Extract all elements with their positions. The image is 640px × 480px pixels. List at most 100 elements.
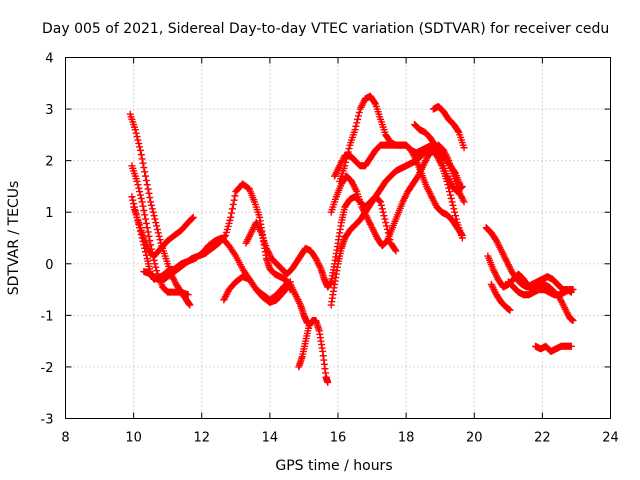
data-point <box>343 151 351 159</box>
y-tick-labels: -3 -2 -1 0 1 2 3 4 <box>41 52 54 428</box>
data-point <box>142 215 150 223</box>
data-point <box>376 197 384 205</box>
data-point <box>142 251 150 259</box>
data-point <box>227 213 235 221</box>
data-point <box>449 201 457 209</box>
data-point <box>228 209 236 217</box>
data-point <box>567 342 575 350</box>
data-point <box>136 143 144 151</box>
data-point <box>446 191 454 199</box>
data-point <box>136 146 144 154</box>
data-point <box>144 185 152 193</box>
data-point <box>377 201 385 209</box>
x-tick-label: 24 <box>602 431 619 446</box>
x-tick-label: 20 <box>466 431 483 446</box>
x-tick-label: 12 <box>193 431 210 446</box>
data-point <box>137 151 145 159</box>
data-point <box>345 145 353 153</box>
data-point <box>188 214 196 222</box>
series-prn-r <box>504 278 577 299</box>
data-point <box>343 155 351 163</box>
data-point <box>138 155 146 163</box>
data-point <box>129 196 137 204</box>
data-point <box>156 236 164 244</box>
data-point <box>229 200 237 208</box>
series-prn-s <box>532 342 575 355</box>
data-point <box>355 109 363 117</box>
data-point <box>189 213 197 221</box>
y-tick-label: 0 <box>45 258 53 273</box>
data-marks <box>126 92 577 386</box>
data-point <box>153 222 161 230</box>
data-point <box>506 306 514 314</box>
data-point <box>391 246 399 254</box>
data-point <box>380 212 388 220</box>
series-prn-l <box>336 92 466 239</box>
data-point <box>142 176 150 184</box>
data-point <box>145 232 153 240</box>
data-point <box>139 202 147 210</box>
data-point <box>392 247 400 255</box>
data-point <box>151 260 159 268</box>
data-point <box>143 224 151 232</box>
x-tick-label: 22 <box>534 431 551 446</box>
data-point <box>378 205 386 213</box>
data-point <box>344 148 352 156</box>
data-point <box>342 158 350 166</box>
data-point <box>341 162 349 170</box>
data-point <box>352 122 360 130</box>
x-tick-label: 18 <box>398 431 415 446</box>
y-axis-title: SDTVAR / TECUs <box>6 181 22 296</box>
data-point <box>452 212 460 220</box>
tick-marks <box>65 57 611 419</box>
data-point <box>147 198 155 206</box>
data-point <box>152 263 160 271</box>
series-prn-m <box>411 121 465 190</box>
data-point <box>137 194 145 202</box>
data-point <box>569 317 577 325</box>
data-point <box>148 205 156 213</box>
data-point <box>155 232 163 240</box>
data-point <box>128 193 136 201</box>
data-point <box>382 219 390 227</box>
data-point <box>377 198 385 206</box>
data-point <box>136 188 144 196</box>
data-point <box>145 189 153 197</box>
data-point <box>141 168 149 176</box>
data-point <box>152 219 160 227</box>
data-point <box>154 229 162 237</box>
data-point <box>132 129 140 137</box>
data-point <box>146 194 154 202</box>
data-point <box>228 205 236 213</box>
x-tick-label: 8 <box>61 431 69 446</box>
data-point <box>447 194 455 202</box>
data-point <box>138 198 146 206</box>
series-prn-h <box>295 317 332 386</box>
data-point <box>354 115 362 123</box>
data-point <box>140 206 148 214</box>
data-point <box>457 182 465 190</box>
data-point <box>457 230 465 238</box>
series-prn-j <box>327 141 468 250</box>
x-axis-title: GPS time / hours <box>275 458 392 474</box>
series-prn-q <box>487 280 514 314</box>
data-point <box>150 212 158 220</box>
data-point <box>143 181 151 189</box>
data-point <box>135 139 143 147</box>
data-point <box>135 184 143 192</box>
data-point <box>446 188 454 196</box>
series-prn-g <box>242 193 400 291</box>
series-prn-f <box>220 273 311 327</box>
x-tick-label: 10 <box>125 431 142 446</box>
data-point <box>379 208 387 216</box>
data-point <box>383 222 391 230</box>
data-point <box>458 231 466 239</box>
x-tick-label: 16 <box>330 431 347 446</box>
data-point <box>220 233 228 241</box>
data-point <box>231 192 239 200</box>
data-point <box>134 181 142 189</box>
data-point <box>136 191 144 199</box>
data-point <box>450 205 458 213</box>
data-point <box>151 215 159 223</box>
